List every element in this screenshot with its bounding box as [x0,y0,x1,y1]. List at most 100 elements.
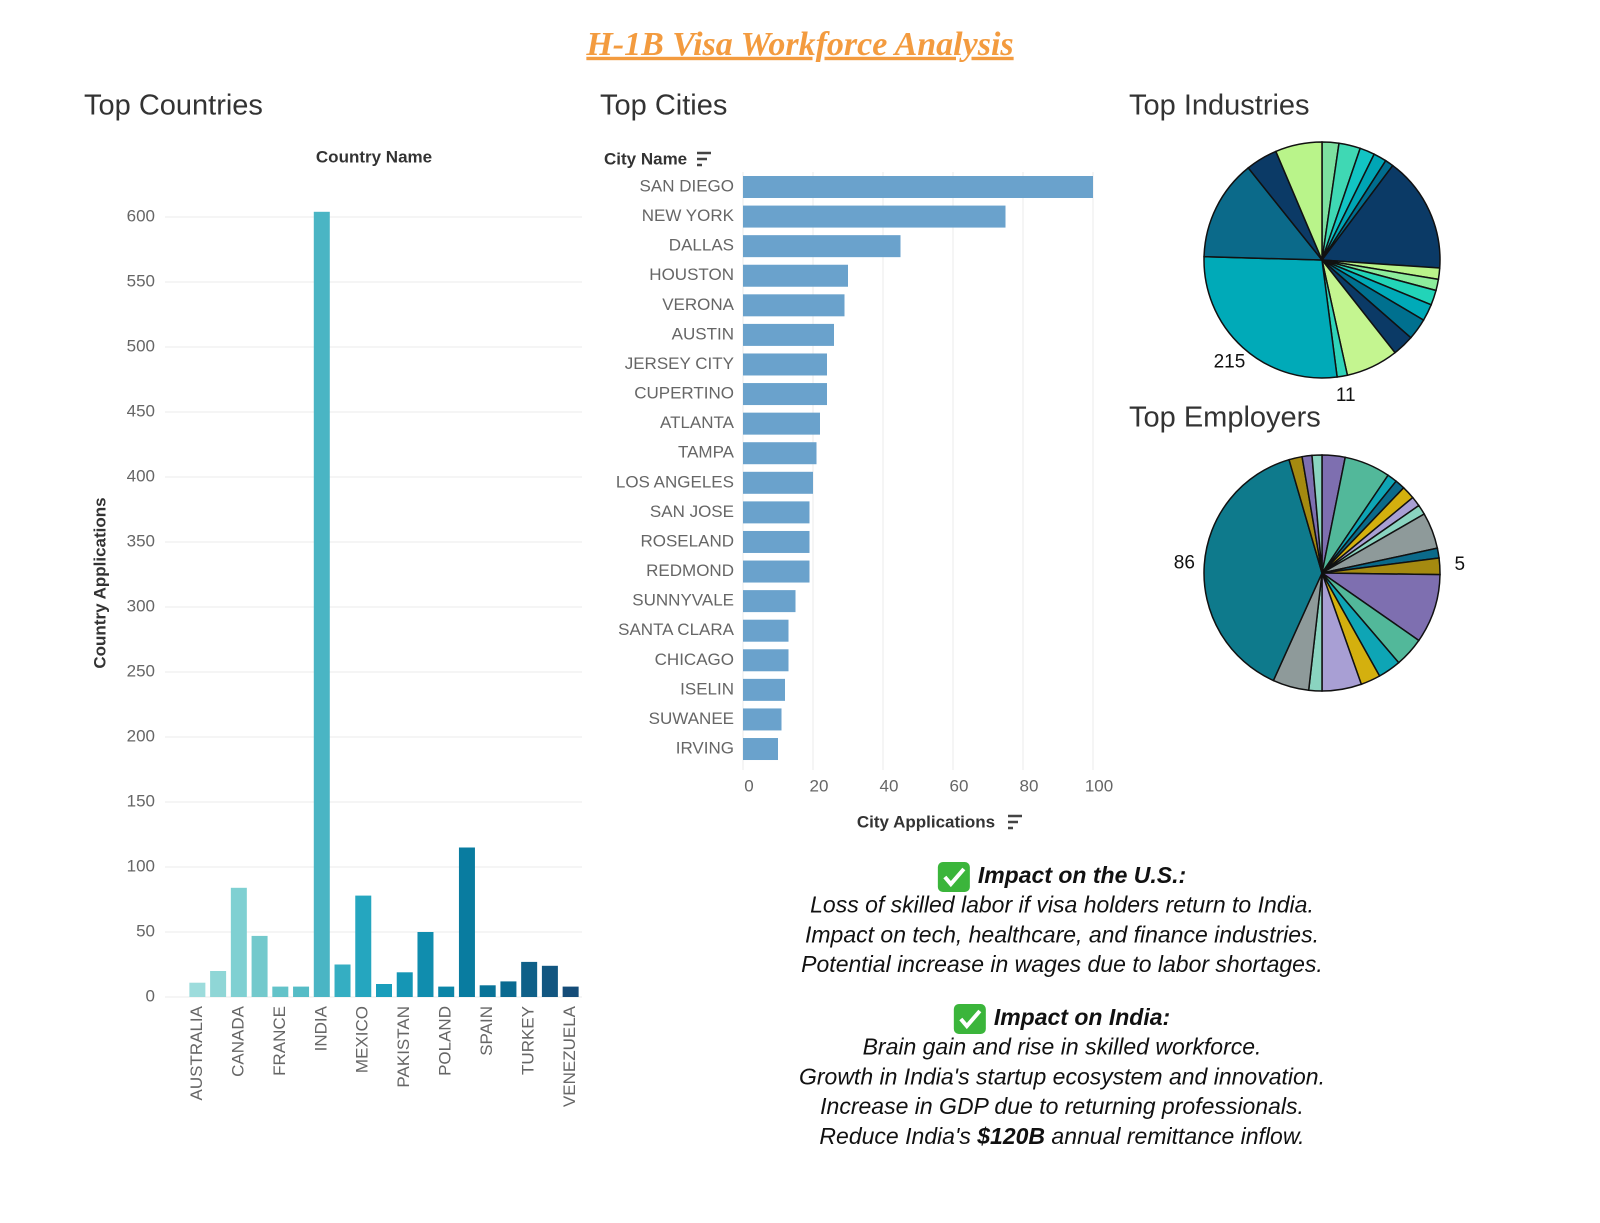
note-emphasis: $120B [976,1123,1045,1149]
page-title: H-1B Visa Workforce Analysis [585,26,1013,63]
y-tick-label: VERONA [662,295,734,314]
bar [272,986,289,997]
check-mark [959,1009,982,1030]
pie-slice [1203,458,1323,682]
check-mark [943,867,966,888]
bar [743,205,1006,228]
bar [293,986,310,997]
note-line: Loss of skilled labor if visa holders re… [810,892,1314,918]
x-tick-label: INDIA [311,1005,330,1051]
x-tick-label: PAKISTAN [394,1006,413,1088]
y-tick-label: 550 [127,271,155,290]
bar [355,895,372,997]
bar [230,887,247,997]
check-box [953,1004,986,1034]
chart-title: Top Cities [600,90,727,122]
y-tick-label: 0 [146,986,155,1005]
note-line: Increase in GDP due to returning profess… [820,1093,1304,1119]
note-line: Reduce India's $120B annual remittance i… [819,1123,1304,1149]
bar [743,619,789,642]
bar [210,971,227,997]
y-tick-label: HOUSTON [649,265,734,284]
y-tick-label: SUWANEE [649,709,734,728]
bar [521,961,538,997]
y-axis-label: Country Applications [90,497,109,668]
y-tick-label: NEW YORK [642,206,735,225]
bar [500,981,517,997]
note-line: Brain gain and rise in skilled workforce… [863,1034,1262,1060]
bar [743,471,813,494]
bar [479,985,496,997]
x-tick-label: 40 [880,776,899,795]
bar [743,501,810,524]
y-tick-label: 100 [127,856,155,875]
check-icon [937,862,970,892]
x-tick-label: SPAIN [477,1006,496,1056]
y-tick-label: 250 [127,661,155,680]
bar [562,986,579,997]
chart-title: Top Employers [1129,402,1321,434]
y-tick-label: 400 [127,466,155,485]
x-tick-label: 20 [810,776,829,795]
y-tick-label: ROSELAND [640,531,734,550]
x-tick-label: 80 [1020,776,1039,795]
bar [541,965,558,997]
y-tick-label: ATLANTA [660,413,735,432]
bar [417,932,434,997]
note-text: annual remittance inflow. [1045,1123,1305,1149]
x-tick-label: AUSTRALIA [187,1005,206,1100]
bar [743,294,845,317]
x-tick-label: POLAND [436,1006,455,1076]
note-text: Brain gain and rise in skilled workforce… [863,1034,1262,1060]
y-tick-label: IRVING [676,739,734,758]
bar [396,972,413,997]
x-header: Country Name [316,147,432,166]
y-tick-label: CHICAGO [655,650,734,669]
y-tick-label: 500 [127,336,155,355]
y-tick-label: 200 [127,726,155,745]
x-tick-label: 100 [1085,776,1113,795]
note-text: Reduce India's [819,1123,977,1149]
y-tick-label: 350 [127,531,155,550]
bar [743,412,820,435]
sort-icon [697,151,1022,830]
y-tick-label: 600 [127,206,155,225]
check-box [937,862,970,892]
bar [334,964,351,997]
bar [743,678,785,701]
note-text: Growth in India's startup ecosystem and … [799,1063,1325,1089]
bar [743,264,848,287]
bar [743,323,834,346]
data-label: 86 [1174,552,1195,573]
bar [313,211,330,998]
y-tick-label: LOS ANGELES [616,472,734,491]
x-tick-label: MEXICO [353,1006,372,1073]
note-text: Loss of skilled labor if visa holders re… [810,892,1314,918]
note-line: Potential increase in wages due to labor… [801,951,1323,977]
y-tick-label: ISELIN [680,679,734,698]
y-tick-label: AUSTIN [672,324,734,343]
pie-slice [1203,255,1338,379]
y-tick-label: 300 [127,596,155,615]
pie-slice [1311,454,1323,574]
bar [251,935,268,997]
bar [743,176,1093,198]
y-tick-label: 450 [127,401,155,420]
y-tick-label: SUNNYVALE [632,591,734,610]
data-label: 215 [1214,351,1246,372]
x-axis-label: City Applications [857,812,995,831]
y-header: City Name [604,149,687,168]
bar [743,530,810,553]
y-tick-label: REDMOND [646,561,734,580]
pie-slice [1203,166,1324,261]
bar [743,235,901,258]
pie-slice [1274,141,1323,261]
bar [743,442,817,465]
x-tick-label: FRANCE [270,1006,289,1076]
note-text: Increase in GDP due to returning profess… [820,1093,1304,1119]
note-text: Potential increase in wages due to labor… [801,951,1323,977]
pie-slice [1320,164,1441,269]
x-tick-label: CANADA [228,1005,247,1077]
bar [189,982,206,997]
